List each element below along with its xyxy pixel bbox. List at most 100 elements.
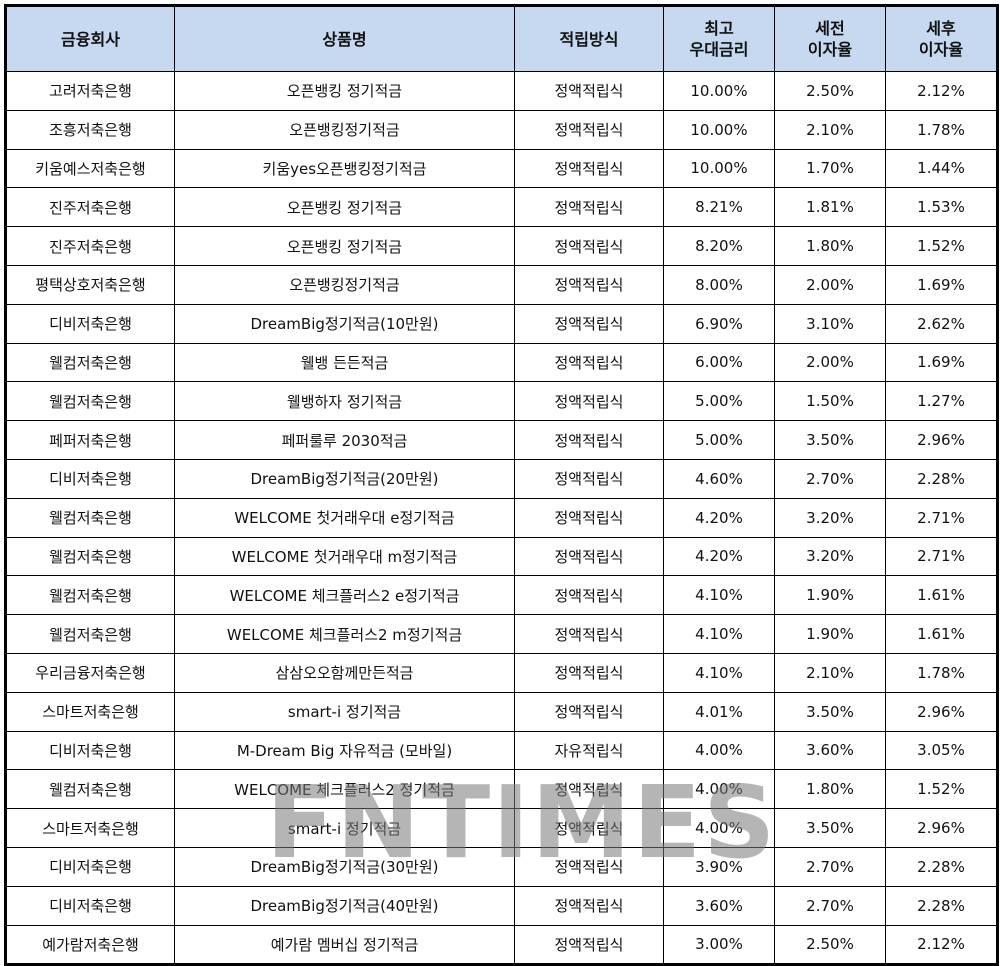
table-cell: 3.60%	[774, 730, 886, 771]
table-cell: 1.78%	[885, 652, 998, 693]
table-row: 웰컴저축은행 WELCOME 체크플러스2 m정기적금 정액적립식 4.10% 1.90…	[5, 614, 998, 654]
table-cell: 4.10%	[663, 614, 775, 654]
header-text: 이자율	[918, 40, 964, 59]
table-cell: 2.70%	[774, 458, 886, 499]
table-cell: 디비저축은행	[5, 730, 175, 771]
table-cell: 정액적립식	[514, 769, 664, 810]
table-cell: 2.96%	[885, 691, 998, 732]
table-cell: 정액적립식	[514, 614, 664, 654]
table-cell: 디비저축은행	[5, 303, 175, 344]
table-cell: DreamBig정기적금(30만원)	[174, 846, 515, 887]
table-cell: 정액적립식	[514, 264, 664, 305]
table-cell: 2.28%	[885, 458, 998, 499]
header-row: 금융회사 상품명 적립방식 최고 우대금리 세전 이자율 세후 이자율	[5, 5, 998, 72]
table-row: 웰컴저축은행 웰뱅하자 정기적금 정액적립식 5.00% 1.50% 1.27%	[5, 381, 998, 422]
table-cell: 1.69%	[885, 264, 998, 305]
table-cell: 10.00%	[663, 71, 775, 111]
table-cell: 2.70%	[774, 885, 886, 926]
table-cell: 정액적립식	[514, 846, 664, 887]
table-cell: 8.21%	[663, 187, 775, 228]
header-cell: 적립방식	[514, 5, 664, 72]
table-cell: 정액적립식	[514, 420, 664, 460]
table-cell: 웰뱅하자 정기적금	[174, 381, 515, 422]
table-row: 진주저축은행 오픈뱅킹 정기적금 정액적립식 8.21% 1.81% 1.53%	[5, 187, 998, 228]
table-row: 웰컴저축은행 웰뱅 든든적금 정액적립식 6.00% 2.00% 1.69%	[5, 342, 998, 383]
table-cell: 웰컴저축은행	[5, 381, 175, 422]
table-row: 웰컴저축은행 WELCOME 첫거래우대 m정기적금 정액적립식 4.20% 3.20%…	[5, 536, 998, 577]
table-row: 예가람저축은행 예가람 멤버십 정기적금 정액적립식 3.00% 2.50% 2.12%	[5, 924, 998, 966]
table-cell: smart-i 정기적금	[174, 808, 515, 848]
table-cell: 3.20%	[774, 497, 886, 538]
table-cell: 삼삼오오함께만든적금	[174, 652, 515, 693]
table-row: 키움예스저축은행 키움yes오픈뱅킹정기적금 정액적립식 10.00% 1.70% 1.4…	[5, 148, 998, 189]
table-cell: 정액적립식	[514, 71, 664, 111]
table-cell: DreamBig정기적금(20만원)	[174, 458, 515, 499]
table-cell: 1.78%	[885, 109, 998, 150]
table-cell: 3.50%	[774, 691, 886, 732]
table-row: 디비저축은행 DreamBig정기적금(20만원) 정액적립식 4.60% 2.70% 2…	[5, 458, 998, 499]
table-cell: 2.00%	[774, 264, 886, 305]
table-cell: 조흥저축은행	[5, 109, 175, 150]
table-row: 조흥저축은행 오픈뱅킹정기적금 정액적립식 10.00% 2.10% 1.78%	[5, 109, 998, 150]
table-cell: 정액적립식	[514, 691, 664, 732]
table-cell: 2.10%	[774, 652, 886, 693]
table-cell: 6.00%	[663, 342, 775, 383]
table-cell: 키움yes오픈뱅킹정기적금	[174, 148, 515, 189]
table-cell: 4.01%	[663, 691, 775, 732]
header-cell: 최고 우대금리	[663, 5, 775, 72]
table-cell: 2.28%	[885, 846, 998, 887]
table-cell: 1.50%	[774, 381, 886, 422]
table-cell: WELCOME 체크플러스2 e정기적금	[174, 575, 515, 616]
table-cell: 오픈뱅킹 정기적금	[174, 71, 515, 111]
table-cell: WELCOME 첫거래우대 m정기적금	[174, 536, 515, 577]
table-cell: 2.71%	[885, 497, 998, 538]
table-cell: 3.05%	[885, 730, 998, 771]
table-cell: 정액적립식	[514, 458, 664, 499]
table-cell: 1.61%	[885, 614, 998, 654]
table-cell: 1.61%	[885, 575, 998, 616]
table-cell: 1.52%	[885, 769, 998, 810]
table-cell: 3.90%	[663, 846, 775, 887]
table-cell: 3.60%	[663, 885, 775, 926]
table-cell: 웰컴저축은행	[5, 769, 175, 810]
table-row: 고려저축은행 오픈뱅킹 정기적금 정액적립식 10.00% 2.50% 2.12%	[5, 71, 998, 111]
table-cell: 3.20%	[774, 536, 886, 577]
table-row: 우리금융저축은행 삼삼오오함께만든적금 정액적립식 4.10% 2.10% 1.78%	[5, 652, 998, 693]
table-cell: 웰컴저축은행	[5, 575, 175, 616]
table-cell: 페퍼룰루 2030적금	[174, 420, 515, 460]
table-cell: 평택상호저축은행	[5, 264, 175, 305]
table-row: 스마트저축은행 smart-i 정기적금 정액적립식 4.01% 3.50% 2.96%	[5, 691, 998, 732]
table-cell: WELCOME 첫거래우대 e정기적금	[174, 497, 515, 538]
header-text: 상품명	[322, 29, 367, 49]
table-cell: 디비저축은행	[5, 458, 175, 499]
table-cell: 정액적립식	[514, 226, 664, 266]
table-cell: 정액적립식	[514, 148, 664, 189]
table-row: 웰컴저축은행 WELCOME 첫거래우대 e정기적금 정액적립식 4.20% 3.20%…	[5, 497, 998, 538]
table-cell: 웰컴저축은행	[5, 497, 175, 538]
table-cell: 진주저축은행	[5, 226, 175, 266]
table-cell: 4.10%	[663, 575, 775, 616]
table-cell: 정액적립식	[514, 381, 664, 422]
header-text: 세후	[926, 19, 956, 38]
table-cell: 자유적립식	[514, 730, 664, 771]
table-cell: 5.00%	[663, 381, 775, 422]
table-cell: 정액적립식	[514, 187, 664, 228]
table-cell: WELCOME 체크플러스2 m정기적금	[174, 614, 515, 654]
table-cell: 스마트저축은행	[5, 691, 175, 732]
table-cell: 2.12%	[885, 71, 998, 111]
header-text: 금융회사	[61, 29, 120, 49]
table-cell: 웰뱅 든든적금	[174, 342, 515, 383]
table-cell: 키움예스저축은행	[5, 148, 175, 189]
table-cell: 고려저축은행	[5, 71, 175, 111]
table-cell: 1.80%	[774, 226, 886, 266]
table-cell: 정액적립식	[514, 575, 664, 616]
table-cell: 1.53%	[885, 187, 998, 228]
table-cell: 1.27%	[885, 381, 998, 422]
header-text: 세전	[815, 19, 845, 38]
table-cell: 4.00%	[663, 808, 775, 848]
table-cell: 2.00%	[774, 342, 886, 383]
header-text: 이자율	[807, 40, 853, 59]
table-cell: 2.12%	[885, 924, 998, 966]
